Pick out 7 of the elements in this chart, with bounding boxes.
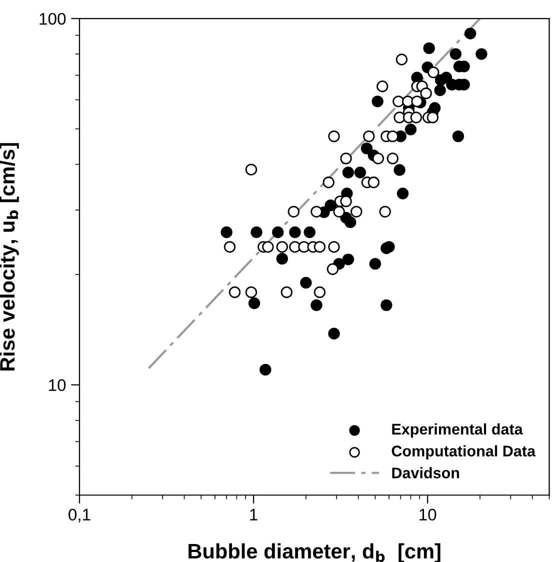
y-tick-label: 100	[40, 12, 66, 25]
legend-label: Experimental data	[392, 423, 523, 438]
legend-label: Davidson	[392, 467, 460, 478]
x-tick-label: 10	[420, 508, 436, 521]
x-tick-label: 0,1	[68, 508, 90, 523]
legend-label: Computational Data	[392, 445, 536, 460]
x-tick-label: 1	[250, 508, 258, 520]
